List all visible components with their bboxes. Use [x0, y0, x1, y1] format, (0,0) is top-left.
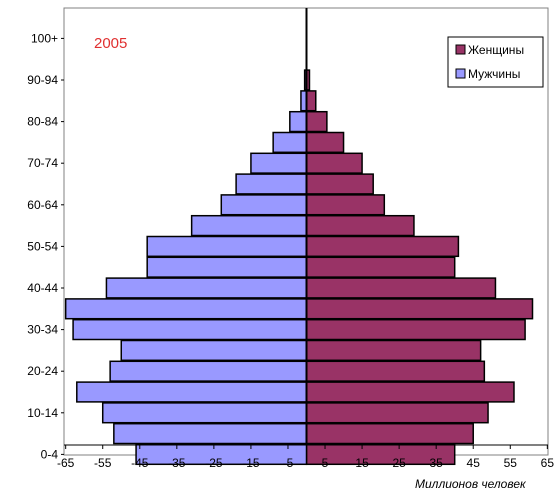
bar-women-5-9	[305, 422, 474, 445]
bar-women-55-59	[305, 214, 415, 237]
bar-men-30-34	[72, 318, 308, 341]
bar-women-20-24	[305, 360, 486, 382]
y-tick-label: 10-14	[27, 406, 58, 420]
bar-men-60-64	[220, 194, 308, 216]
y-tick-label: 70-74	[27, 156, 58, 170]
bar-women-15-19	[305, 381, 515, 403]
bar-men-35-39	[64, 298, 308, 320]
bar-men-45-49	[146, 256, 308, 278]
bar-men-10-14	[101, 402, 308, 424]
bar-women-80-84	[305, 110, 328, 133]
legend: Женщины Мужчины	[447, 36, 544, 88]
bar-men-65-69	[235, 173, 308, 195]
x-axis: -65 -55 -45 -35 -25 -15 -5 5 15 25 35 45 55 65	[57, 445, 554, 470]
x-tick-label: -45	[131, 456, 149, 470]
y-tick-label: 90-94	[27, 73, 58, 87]
bar-women-85-89	[305, 90, 317, 112]
x-tick-label: 65	[541, 456, 555, 470]
y-tick-label: 20-24	[27, 364, 58, 378]
bar-women-70-74	[305, 152, 363, 174]
bar-women-35-39	[305, 298, 534, 320]
x-tick-label: 35	[429, 456, 443, 470]
y-tick-label: 60-64	[27, 198, 58, 212]
y-tick-label: 50-54	[27, 239, 58, 253]
bar-women-60-64	[305, 194, 386, 216]
bar-women-30-34	[305, 318, 526, 341]
x-tick-label: -65	[57, 456, 75, 470]
x-tick-label: -5	[283, 456, 294, 470]
y-tick-label: 30-34	[27, 323, 58, 337]
bar-women-40-44	[305, 277, 497, 299]
x-tick-label: 45	[467, 456, 481, 470]
bar-men-50-54	[146, 235, 308, 258]
bar-women-10-14	[305, 402, 489, 424]
bar-men-75-79	[272, 131, 308, 154]
bar-men-5-9	[113, 422, 308, 445]
bar-women-25-29	[305, 339, 482, 362]
y-tick-label: 80-84	[27, 115, 58, 129]
y-tick-label: 40-44	[27, 281, 58, 295]
bar-men-55-59	[190, 214, 308, 237]
legend-swatch-women	[455, 44, 466, 55]
x-tick-label: -55	[94, 456, 112, 470]
x-axis-title: Миллионов человек	[415, 477, 527, 491]
x-tick-label: 15	[355, 456, 369, 470]
x-tick-label: 5	[322, 456, 329, 470]
bar-women-75-79	[305, 131, 345, 154]
x-tick-label: 25	[392, 456, 406, 470]
x-tick-label: 55	[504, 456, 518, 470]
legend-label-men: Мужчины	[468, 67, 520, 81]
bar-men-20-24	[109, 360, 308, 382]
x-tick-label: -25	[205, 456, 223, 470]
x-tick-label: -15	[242, 456, 260, 470]
bar-men-40-44	[105, 277, 308, 299]
y-axis: 0-4 10-14 20-24 30-34 40-44 50-54 60-64 70-74 80…	[27, 31, 64, 461]
legend-swatch-men	[455, 68, 466, 79]
bar-men-80-84	[289, 110, 308, 133]
x-tick-label: -35	[168, 456, 186, 470]
bar-women-45-49	[305, 256, 456, 278]
bars-group	[64, 69, 534, 466]
y-tick-label: 100+	[31, 31, 58, 45]
bar-men-15-19	[76, 381, 308, 403]
chart-year-label: 2005	[94, 35, 127, 52]
legend-label-women: Женщины	[468, 43, 524, 57]
bar-women-50-54	[305, 235, 460, 258]
bar-men-70-74	[250, 152, 308, 174]
y-tick-label: 0-4	[41, 447, 59, 461]
bar-women-65-69	[305, 173, 374, 195]
bar-men-25-29	[120, 339, 308, 362]
